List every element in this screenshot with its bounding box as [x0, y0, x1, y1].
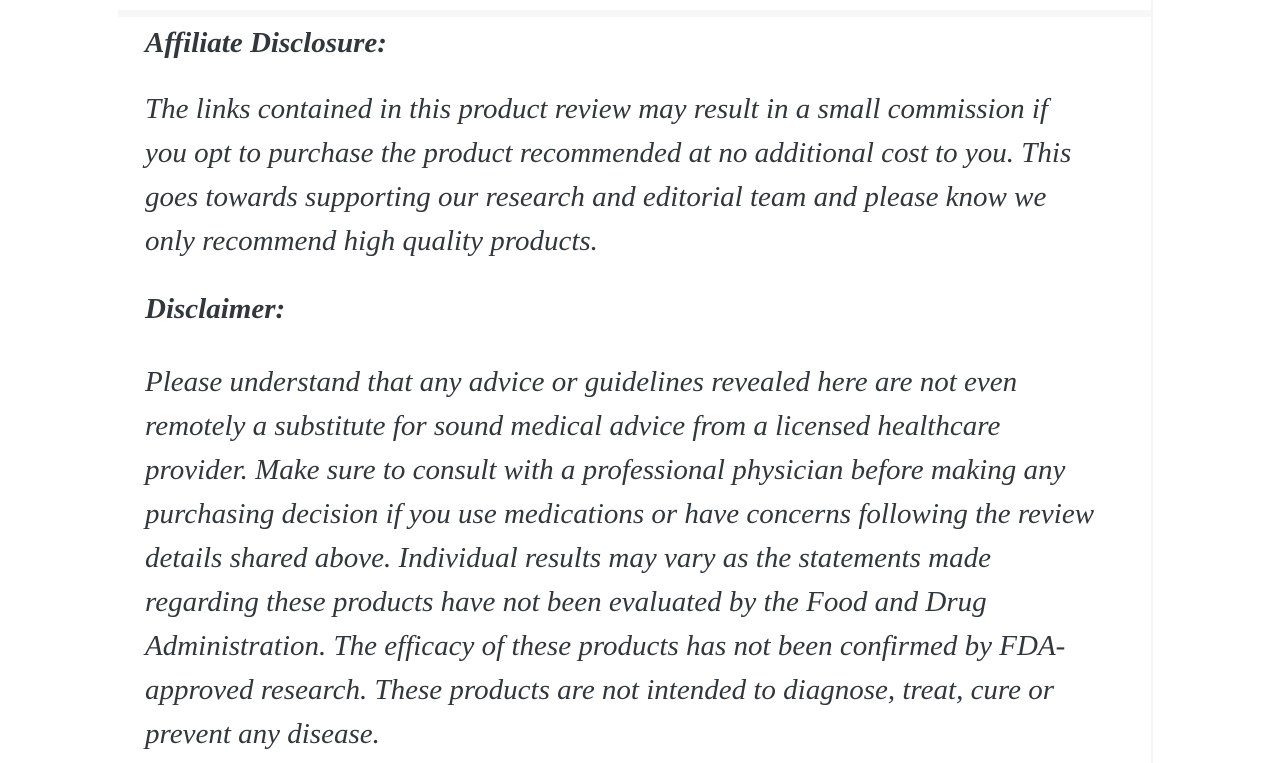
- disclaimer-section: Disclaimer: Please understand that any a…: [145, 287, 1141, 756]
- disclaimer-heading: Disclaimer:: [145, 293, 286, 325]
- top-divider-strip: [118, 10, 1151, 17]
- affiliate-disclosure-section: Affiliate Disclosure: The links containe…: [145, 21, 1141, 263]
- affiliate-disclosure-heading: Affiliate Disclosure:: [145, 27, 387, 59]
- disclaimer-body: Please understand that any advice or gui…: [145, 366, 1095, 750]
- disclosure-text-area: Affiliate Disclosure: The links containe…: [118, 21, 1151, 756]
- affiliate-disclosure-body: The links contained in this product revi…: [145, 93, 1072, 257]
- content-column: Affiliate Disclosure: The links containe…: [118, 0, 1153, 763]
